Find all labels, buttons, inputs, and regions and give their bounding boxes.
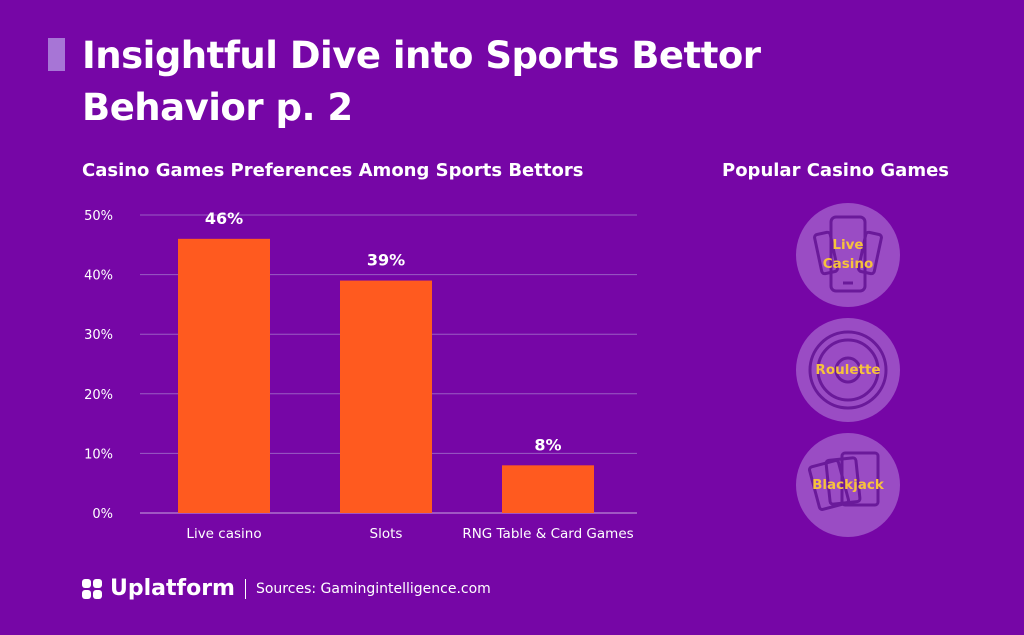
x-tick-label: Slots bbox=[370, 526, 403, 542]
y-tick-label: 50% bbox=[84, 209, 113, 224]
blackjack-badge: Blackjack bbox=[796, 433, 900, 537]
bar bbox=[178, 238, 270, 513]
roulette-wheel-icon bbox=[808, 330, 888, 410]
uplatform-logo-icon bbox=[82, 578, 102, 599]
roulette-badge: Roulette bbox=[796, 318, 900, 422]
live-casino-badge: Live Casino bbox=[796, 203, 900, 307]
title-accent-bar bbox=[48, 38, 65, 71]
smartphone-cards-icon bbox=[813, 215, 883, 293]
playing-cards-icon bbox=[807, 451, 880, 511]
badge-label: Live Casino bbox=[822, 237, 874, 272]
data-label: 8% bbox=[534, 435, 561, 454]
data-label: 46% bbox=[205, 209, 243, 228]
y-tick-label: 0% bbox=[92, 507, 113, 522]
x-tick-label: Live casino bbox=[186, 526, 261, 542]
y-tick-label: 10% bbox=[84, 447, 113, 462]
badge-label: Roulette bbox=[815, 361, 881, 378]
badge-label: Blackjack bbox=[812, 476, 884, 493]
brand-name: Uplatform bbox=[110, 576, 235, 601]
y-tick-label: 40% bbox=[84, 269, 113, 284]
chart-title: Casino Games Preferences Among Sports Be… bbox=[82, 160, 584, 181]
bar bbox=[340, 280, 432, 513]
page-title: Insightful Dive into Sports Bettor Behav… bbox=[82, 34, 761, 129]
divider bbox=[244, 578, 246, 599]
side-title: Popular Casino Games bbox=[722, 160, 950, 181]
footer: Uplatform Sources: Gamingintelligence.co… bbox=[82, 576, 491, 601]
x-tick-label: RNG Table & Card Games bbox=[462, 526, 633, 542]
bar bbox=[502, 465, 594, 513]
data-label: 39% bbox=[367, 251, 405, 270]
source-text: Sources: Gamingintelligence.com bbox=[255, 580, 491, 597]
y-tick-label: 30% bbox=[84, 328, 113, 343]
y-tick-label: 20% bbox=[84, 388, 113, 403]
